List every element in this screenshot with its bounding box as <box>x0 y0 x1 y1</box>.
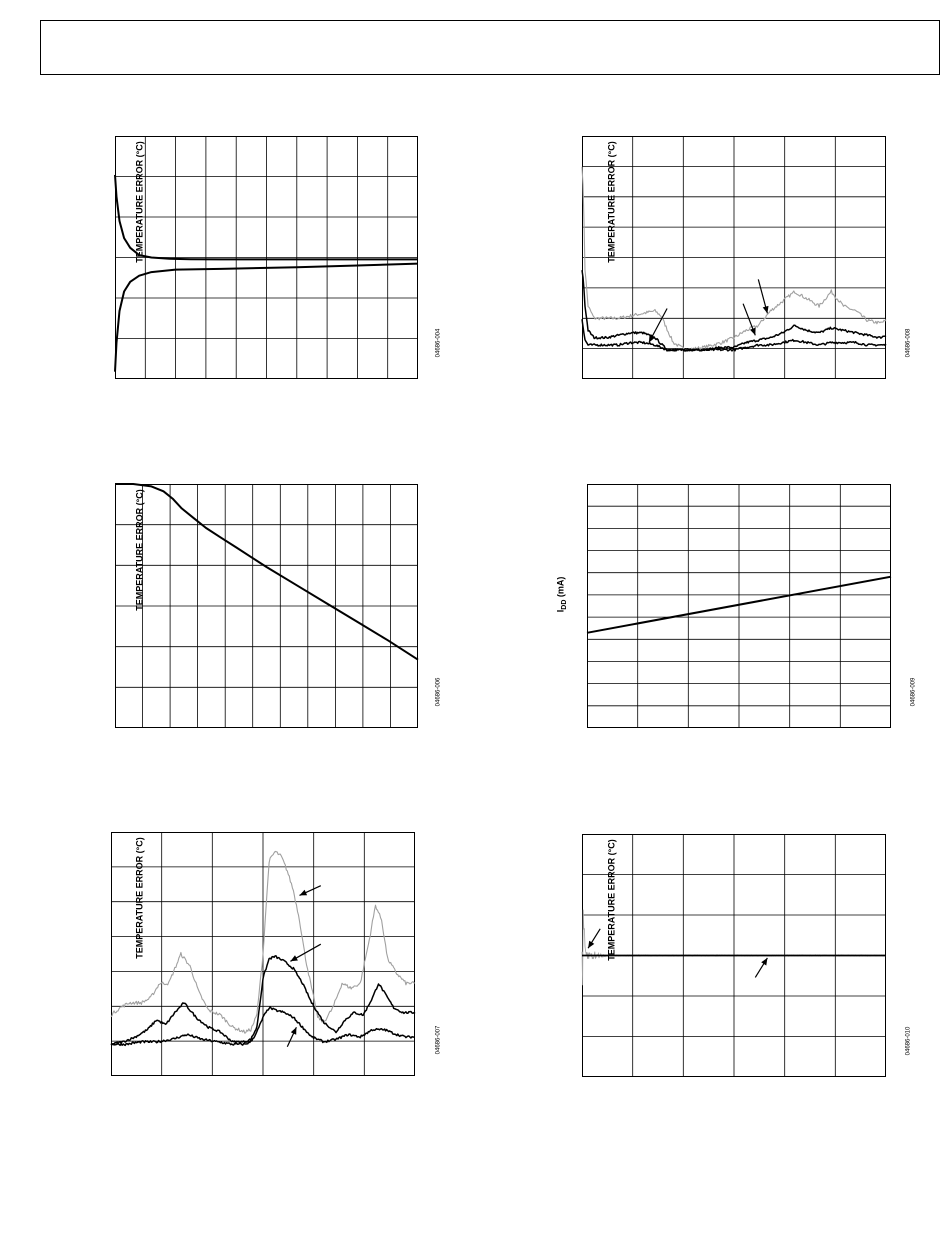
annotation-arrowhead-3 <box>750 327 756 336</box>
y-axis-label: IDD (mA) <box>555 576 568 613</box>
chart-plot-mr <box>586 484 892 728</box>
chart-panel-ml <box>115 483 419 728</box>
chart-plot-br <box>581 834 887 1077</box>
y-axis-label: TEMPERATURE ERROR (°C) <box>606 839 617 961</box>
y-axis-label: TEMPERATURE ERROR (°C) <box>134 141 145 263</box>
series-line-1 <box>115 483 419 661</box>
annotation-arrowhead-1 <box>299 889 308 896</box>
figure-id: 04686-008 <box>905 328 912 357</box>
series-line-3 <box>581 319 887 352</box>
chart-panel-tl <box>114 136 419 379</box>
series-line-1 <box>110 850 416 1034</box>
series-line-2 <box>110 955 416 1046</box>
series-line-1 <box>586 575 892 634</box>
plot-frame <box>115 136 418 379</box>
annotation-arrowhead-2 <box>290 955 298 962</box>
plot-frame <box>111 832 415 1076</box>
figure-id: 04686-006 <box>435 677 442 706</box>
chart-plot-tl <box>114 136 419 379</box>
y-axis-label: TEMPERATURE ERROR (°C) <box>134 489 145 611</box>
figure-id: 04686-004 <box>435 328 442 357</box>
y-axis-label: TEMPERATURE ERROR (°C) <box>134 837 145 959</box>
annotation-arrowhead-1 <box>588 940 595 949</box>
series-line-1 <box>581 166 887 353</box>
header-box <box>40 20 940 75</box>
plot-frame <box>582 136 886 379</box>
plot-frame <box>587 484 891 728</box>
series-line-2 <box>581 270 887 352</box>
annotation-arrowhead-3 <box>290 1027 297 1035</box>
annotation-arrowhead-2 <box>762 305 769 314</box>
chart-plot-ml <box>115 483 419 728</box>
annotation-arrowhead-1 <box>648 335 655 343</box>
series-line-2 <box>114 262 419 372</box>
figure-id: 04686-010 <box>905 1026 912 1055</box>
chart-panel-mr <box>586 484 892 728</box>
annotation-arrowhead-2 <box>761 957 768 966</box>
chart-plot-bl <box>110 832 416 1076</box>
chart-plot-tr <box>581 136 887 379</box>
series-line-1 <box>114 174 418 261</box>
chart-panel-bl <box>110 832 416 1076</box>
figure-id: 04686-009 <box>910 677 917 706</box>
y-axis-label: TEMPERATURE ERROR (°C) <box>606 141 617 263</box>
plot-frame <box>115 484 418 728</box>
chart-panel-br <box>581 834 887 1077</box>
figure-id: 04686-007 <box>435 1025 442 1054</box>
chart-panel-tr <box>581 136 887 379</box>
series-line-3 <box>110 1006 415 1047</box>
